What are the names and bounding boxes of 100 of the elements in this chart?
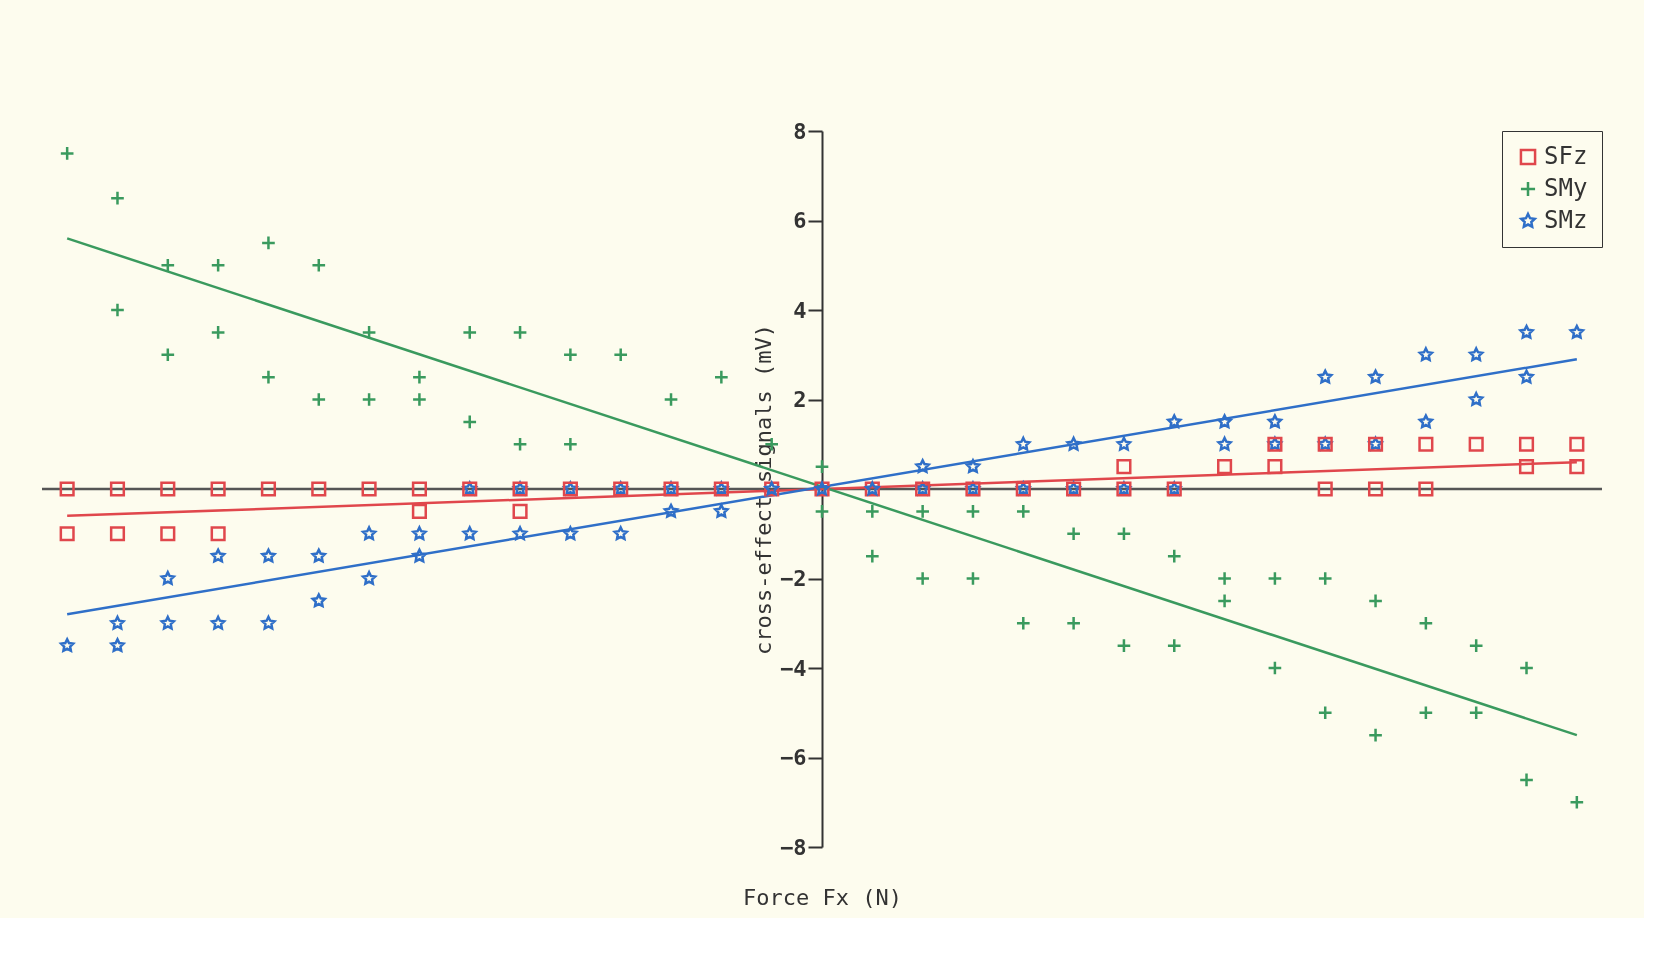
point <box>563 526 578 541</box>
point <box>1317 481 1333 497</box>
point <box>1368 369 1383 384</box>
point <box>1217 593 1233 609</box>
point <box>160 347 176 363</box>
point <box>411 369 427 385</box>
point <box>663 503 679 518</box>
point <box>1518 459 1535 475</box>
point <box>462 414 478 430</box>
point <box>1015 503 1031 519</box>
point <box>1418 481 1434 497</box>
point <box>361 391 377 408</box>
point <box>1468 347 1484 362</box>
point <box>713 369 729 385</box>
y-tick-label: 8 <box>793 118 807 144</box>
point <box>361 481 377 497</box>
x-axis-title: Force Fx (N) <box>743 884 902 910</box>
point <box>210 548 226 563</box>
y-tick-label: −4 <box>780 655 807 681</box>
point <box>160 481 176 497</box>
point <box>1116 436 1132 451</box>
point <box>864 548 880 564</box>
point <box>462 526 477 541</box>
point <box>562 436 578 452</box>
point <box>311 481 327 497</box>
point <box>59 526 75 542</box>
point <box>210 481 226 497</box>
point <box>109 190 126 206</box>
point <box>411 391 427 408</box>
point <box>1569 459 1585 475</box>
point <box>1217 459 1233 475</box>
point <box>965 503 981 519</box>
point <box>1518 660 1535 676</box>
point <box>1519 324 1534 339</box>
point <box>1468 705 1484 721</box>
point <box>1267 570 1283 587</box>
point <box>160 570 176 585</box>
y-tick-label: −6 <box>780 745 807 770</box>
point <box>1317 369 1333 384</box>
point <box>1418 436 1434 452</box>
point <box>1167 414 1182 429</box>
point <box>1066 436 1081 451</box>
point <box>1468 638 1484 654</box>
point <box>110 615 125 630</box>
point <box>512 324 528 340</box>
point <box>109 302 126 318</box>
point <box>210 526 226 542</box>
point <box>613 526 628 541</box>
point <box>814 503 830 519</box>
point <box>1418 347 1434 362</box>
point <box>260 235 277 251</box>
point <box>1468 436 1484 452</box>
point <box>1569 324 1585 339</box>
point <box>1166 548 1182 564</box>
point <box>311 257 327 273</box>
point <box>1367 727 1384 743</box>
point <box>261 548 276 563</box>
point <box>1016 436 1031 451</box>
y-tick-label: 4 <box>793 297 807 323</box>
point <box>361 324 377 340</box>
point <box>311 391 327 408</box>
point <box>1066 526 1082 542</box>
point <box>663 391 679 408</box>
point <box>1267 459 1283 475</box>
point <box>714 503 729 518</box>
legend-label: SFz <box>1544 142 1588 170</box>
point <box>361 526 377 541</box>
point <box>1367 593 1384 609</box>
point <box>411 503 427 519</box>
y-tick-label: 2 <box>793 387 807 412</box>
point <box>1217 414 1232 429</box>
point <box>160 526 176 542</box>
point <box>109 526 126 542</box>
point <box>59 481 75 497</box>
point <box>462 324 478 340</box>
point <box>512 436 528 452</box>
point <box>1317 570 1333 587</box>
point <box>260 369 277 385</box>
point <box>512 526 528 541</box>
point <box>965 570 981 587</box>
point <box>210 257 226 273</box>
y-tick-label: −2 <box>780 566 807 591</box>
point <box>1418 615 1434 631</box>
point <box>1015 615 1031 631</box>
point <box>411 481 427 497</box>
y-tick-label: −8 <box>780 834 807 860</box>
y-axis-title: cross-effect signals (mV) <box>751 323 777 656</box>
point <box>109 481 126 497</box>
point <box>1317 705 1333 721</box>
point <box>1116 638 1132 654</box>
legend-label: SMy <box>1544 174 1588 202</box>
point <box>1518 436 1535 452</box>
point <box>412 526 427 541</box>
point <box>1066 615 1082 631</box>
point <box>1569 794 1585 810</box>
point <box>965 459 981 473</box>
point <box>1166 638 1182 654</box>
point <box>59 638 75 652</box>
point <box>915 570 931 587</box>
point <box>210 324 226 340</box>
